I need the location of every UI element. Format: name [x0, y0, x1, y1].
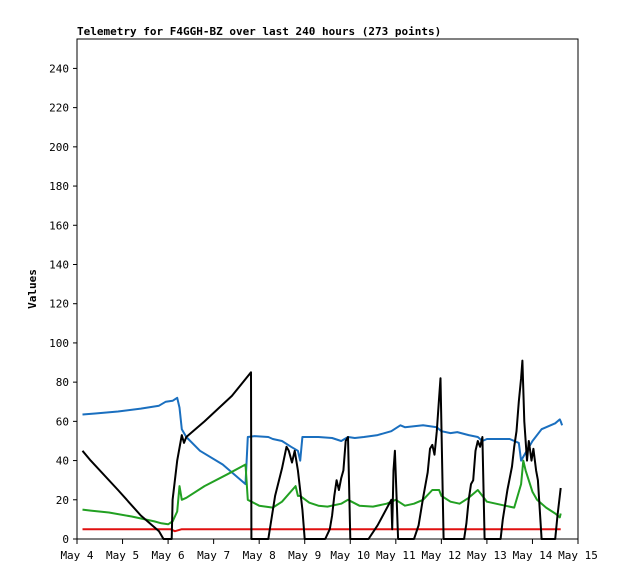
y-axis: 0 20 40 60 80 100 120 140 160 180 200 220 240 [49, 62, 77, 546]
y-tick-label-6: 120 [49, 298, 69, 311]
series-line-1 [82, 459, 562, 526]
y-tick-label-7: 140 [49, 258, 69, 271]
plot-area [76, 38, 579, 540]
x-tick-label-8: May 12 [421, 549, 461, 562]
x-tick-label-11: May 15 [558, 549, 598, 562]
x-axis: May 4 May 5 May 6 May 7 May 8 May 9 May 10 May … [60, 539, 598, 562]
y-tick-label-8: 160 [49, 219, 69, 232]
y-tick-label-4: 80 [56, 376, 69, 389]
y-axis-label: Values [26, 269, 39, 309]
x-tick-label-10: May 14 [513, 549, 553, 562]
x-tick-label-5: May 9 [288, 549, 321, 562]
series-layer [81, 359, 564, 540]
y-tick-label-0: 0 [62, 533, 69, 546]
y-tick-label-3: 60 [56, 415, 69, 428]
chart-title: Telemetry for F4GGH-BZ over last 240 hou… [77, 25, 441, 38]
x-tick-label-1: May 5 [106, 549, 139, 562]
y-tick-label-5: 100 [49, 337, 69, 350]
x-tick-label-7: May 11 [376, 549, 416, 562]
y-tick-label-9: 180 [49, 180, 69, 193]
x-tick-label-4: May 8 [243, 549, 276, 562]
series-line-2 [82, 528, 561, 533]
y-tick-label-11: 220 [49, 102, 69, 115]
x-tick-label-9: May 13 [467, 549, 507, 562]
y-tick-label-2: 40 [56, 455, 69, 468]
x-tick-label-3: May 7 [197, 549, 230, 562]
y-tick-label-1: 20 [56, 494, 69, 507]
y-tick-label-12: 240 [49, 62, 69, 75]
x-tick-label-6: May 10 [330, 549, 370, 562]
x-tick-label-0: May 4 [60, 549, 93, 562]
x-tick-label-2: May 6 [152, 549, 185, 562]
series-line-3 [81, 359, 562, 540]
y-tick-label-10: 200 [49, 141, 69, 154]
